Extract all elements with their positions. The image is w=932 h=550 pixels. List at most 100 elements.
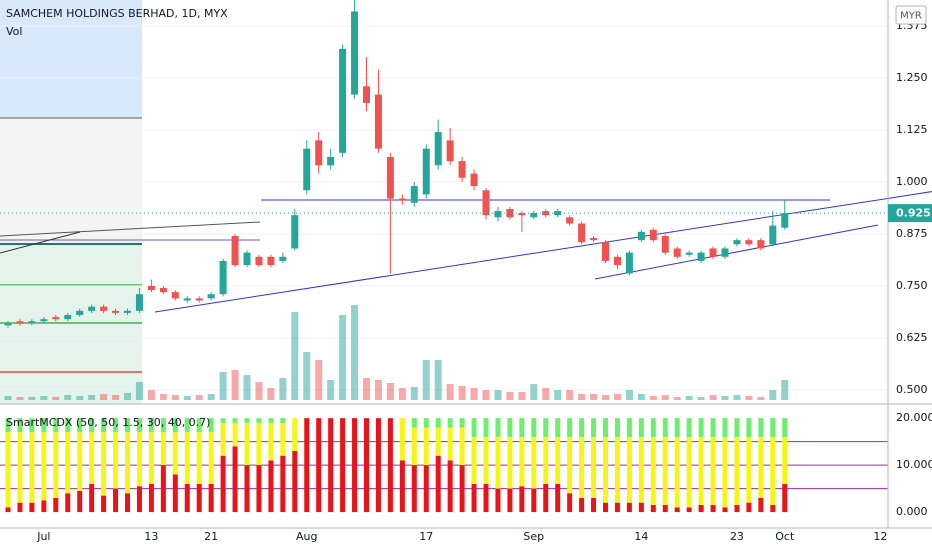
neutral-zone (0, 117, 142, 244)
indicator-bar (65, 493, 71, 513)
indicator-bar (423, 418, 429, 428)
volume-bar (64, 395, 72, 400)
y-tick-label: 1.250 (896, 71, 928, 84)
x-tick-label: Aug (296, 530, 317, 543)
indicator-bar (579, 436, 585, 498)
candle-body (374, 94, 382, 149)
indicator-bar (734, 436, 740, 505)
indicator-bar (77, 490, 83, 513)
indicator-bar (316, 418, 322, 513)
candle-body (458, 161, 466, 178)
indicator-bar (782, 418, 788, 437)
volume-bar (303, 352, 311, 400)
candle-body (386, 156, 394, 199)
volume-bar (351, 305, 359, 400)
indicator-bar (770, 418, 776, 437)
volume-bar (781, 380, 789, 400)
indicator-bar (591, 436, 597, 498)
y-tick-label: 0.000 (896, 505, 928, 518)
indicator-bar (555, 436, 561, 484)
indicator-bar (113, 418, 119, 433)
candle-body (661, 235, 669, 253)
volume-bar (88, 395, 96, 400)
candle-body (434, 132, 442, 166)
candle-body (781, 213, 789, 228)
indicator-bar (41, 418, 47, 433)
volume-bar (255, 382, 263, 400)
indicator-bar (41, 432, 47, 501)
indicator-bar (340, 418, 346, 513)
volume-label: Vol (6, 25, 22, 38)
indicator-bar (507, 436, 513, 489)
indicator-bar (650, 436, 656, 505)
indicator-bar (519, 418, 525, 437)
indicator-bar (304, 418, 310, 513)
volume-bar (661, 395, 669, 400)
x-tick-label: 14 (634, 530, 648, 543)
volume-bar (649, 396, 657, 400)
indicator-bar (555, 418, 561, 437)
volume-bar (243, 375, 251, 400)
indicator-bar (125, 418, 130, 433)
indicator-bar (471, 483, 477, 513)
indicator-bar (101, 432, 107, 496)
indicator-bar (555, 483, 561, 513)
indicator-bar (531, 418, 537, 437)
volume-bar (613, 394, 621, 400)
indicator-bar (435, 418, 441, 428)
indicator-bar (507, 418, 513, 437)
indicator-bar (662, 418, 668, 437)
volume-bar (327, 380, 335, 400)
indicator-bar (507, 488, 513, 513)
last-price-box (888, 204, 932, 223)
candle-body (602, 242, 609, 261)
indicator-bar (125, 493, 130, 513)
candle-body (112, 310, 120, 313)
volume-bar (685, 396, 693, 400)
indicator-bar (638, 502, 644, 513)
volume-bar (219, 372, 227, 400)
indicator-bar (5, 507, 11, 513)
candle-body (613, 256, 621, 266)
currency-label[interactable]: MYR (900, 11, 922, 22)
y-tick-label: 20.000 (896, 411, 932, 424)
x-tick-label: 17 (419, 530, 433, 543)
candle-body (135, 294, 143, 311)
indicator-bar (782, 483, 788, 513)
candle-body (207, 294, 215, 299)
indicator-bar (208, 483, 214, 513)
y-tick-label: 1.125 (896, 123, 928, 136)
indicator-bar (722, 507, 728, 513)
candle-body (195, 298, 203, 301)
indicator-bar (471, 436, 477, 484)
currency-box[interactable] (895, 5, 927, 25)
volume-bar (183, 396, 191, 400)
indicator-bar (722, 436, 728, 508)
indicator-bar (113, 432, 119, 489)
candle-body (482, 190, 490, 216)
x-tick-label: 12 (873, 530, 887, 543)
candle-body (494, 211, 502, 218)
candle-body (554, 211, 562, 216)
volume-bar (458, 386, 466, 400)
indicator-bar (256, 465, 262, 513)
indicator-bar (698, 504, 704, 513)
volume-bar (291, 312, 299, 400)
indicator-bar (17, 502, 23, 513)
candle-body (339, 48, 347, 153)
indicator-bar (208, 418, 214, 433)
volume-bar (135, 382, 143, 400)
indicator-bar (686, 436, 692, 508)
candle-body (171, 292, 179, 299)
indicator-bar (447, 460, 453, 513)
volume-bar (709, 395, 717, 400)
indicator-bar (292, 418, 298, 452)
candle-body (518, 213, 526, 216)
indicator-bar (387, 418, 393, 513)
candle-body (4, 323, 12, 326)
indicator-bar (698, 418, 704, 437)
indicator-bar (160, 465, 166, 513)
indicator-bar (483, 418, 489, 437)
volume-bar (518, 392, 526, 400)
indicator-bar (626, 502, 632, 513)
